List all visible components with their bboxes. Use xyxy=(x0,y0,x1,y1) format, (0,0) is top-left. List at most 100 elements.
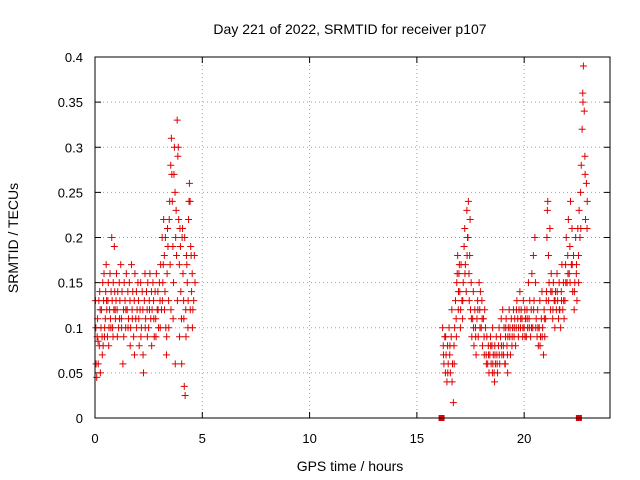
data-point xyxy=(472,333,480,341)
data-point xyxy=(536,297,544,305)
data-point xyxy=(96,288,104,296)
data-point xyxy=(152,333,160,341)
data-point xyxy=(187,243,195,251)
data-point xyxy=(163,270,171,278)
data-point xyxy=(455,288,463,296)
data-point xyxy=(469,288,477,296)
data-point xyxy=(188,270,196,278)
data-point xyxy=(184,297,192,305)
data-point xyxy=(576,234,584,241)
data-point xyxy=(512,306,520,314)
data-point xyxy=(460,243,468,251)
data-point xyxy=(463,252,471,260)
data-point xyxy=(504,369,512,377)
data-point xyxy=(488,369,496,377)
data-point xyxy=(180,382,188,390)
data-point xyxy=(577,188,585,196)
data-point xyxy=(555,306,563,314)
data-point xyxy=(553,288,561,296)
data-point xyxy=(165,297,173,305)
data-point xyxy=(463,206,471,214)
data-point xyxy=(557,324,565,332)
y-tick-label: 0.35 xyxy=(58,95,83,110)
data-point xyxy=(139,369,147,377)
data-point xyxy=(100,333,108,341)
y-tick-label: 0.05 xyxy=(58,366,83,381)
data-point xyxy=(159,279,167,287)
data-point xyxy=(472,351,480,359)
data-point xyxy=(185,197,193,205)
data-point xyxy=(183,261,191,269)
data-point xyxy=(105,342,113,350)
data-point xyxy=(551,297,559,305)
data-point xyxy=(570,306,578,314)
data-point xyxy=(543,234,551,241)
data-point xyxy=(117,261,125,269)
data-point xyxy=(181,234,189,241)
data-point xyxy=(564,215,572,223)
data-point xyxy=(178,360,186,368)
data-point xyxy=(446,342,454,350)
data-point xyxy=(103,297,111,305)
data-point xyxy=(540,306,548,314)
data-point xyxy=(453,270,461,278)
data-point xyxy=(96,306,104,314)
data-point xyxy=(456,324,464,332)
data-point xyxy=(176,243,184,251)
data-point xyxy=(169,243,177,251)
data-point xyxy=(119,360,127,368)
data-point xyxy=(549,306,557,314)
data-point xyxy=(521,333,529,341)
data-point xyxy=(461,261,469,269)
x-tick-label: 5 xyxy=(199,431,206,446)
data-point xyxy=(567,197,575,205)
data-point xyxy=(156,324,164,332)
data-point xyxy=(450,360,458,368)
data-point xyxy=(154,288,162,296)
data-point xyxy=(457,306,465,314)
y-tick-label: 0.1 xyxy=(65,321,83,336)
data-point xyxy=(160,252,168,260)
data-point xyxy=(564,270,572,278)
data-point xyxy=(503,351,511,359)
data-point xyxy=(173,116,181,124)
data-point xyxy=(478,297,486,305)
data-point xyxy=(570,288,578,296)
data-point xyxy=(122,306,130,314)
data-point xyxy=(583,224,591,232)
data-points xyxy=(91,62,591,407)
data-point xyxy=(462,288,470,296)
data-point xyxy=(191,279,199,287)
data-point xyxy=(481,306,489,314)
data-point xyxy=(534,324,542,332)
data-point xyxy=(135,315,143,323)
data-point xyxy=(497,342,505,350)
data-point xyxy=(485,351,493,359)
data-point xyxy=(538,333,546,341)
data-point xyxy=(547,288,555,296)
x-tick-label: 10 xyxy=(302,431,316,446)
data-point xyxy=(93,373,101,381)
data-point xyxy=(161,234,169,241)
data-point xyxy=(539,351,547,359)
data-point xyxy=(139,351,147,359)
data-point xyxy=(491,378,499,386)
data-point xyxy=(161,306,169,314)
data-point xyxy=(461,224,469,232)
data-point xyxy=(470,342,478,350)
data-point xyxy=(574,252,582,260)
data-point xyxy=(100,270,108,278)
data-point xyxy=(575,206,583,214)
data-point xyxy=(579,89,587,97)
data-point xyxy=(528,270,536,278)
data-point xyxy=(582,215,590,223)
data-point xyxy=(560,297,568,305)
data-point xyxy=(560,315,568,323)
data-point xyxy=(573,261,581,269)
y-tick-label: 0.4 xyxy=(65,50,83,65)
data-point xyxy=(96,369,104,377)
data-point xyxy=(580,107,588,115)
data-point xyxy=(180,315,188,323)
data-point xyxy=(188,324,196,332)
x-tick-label: 20 xyxy=(517,431,531,446)
